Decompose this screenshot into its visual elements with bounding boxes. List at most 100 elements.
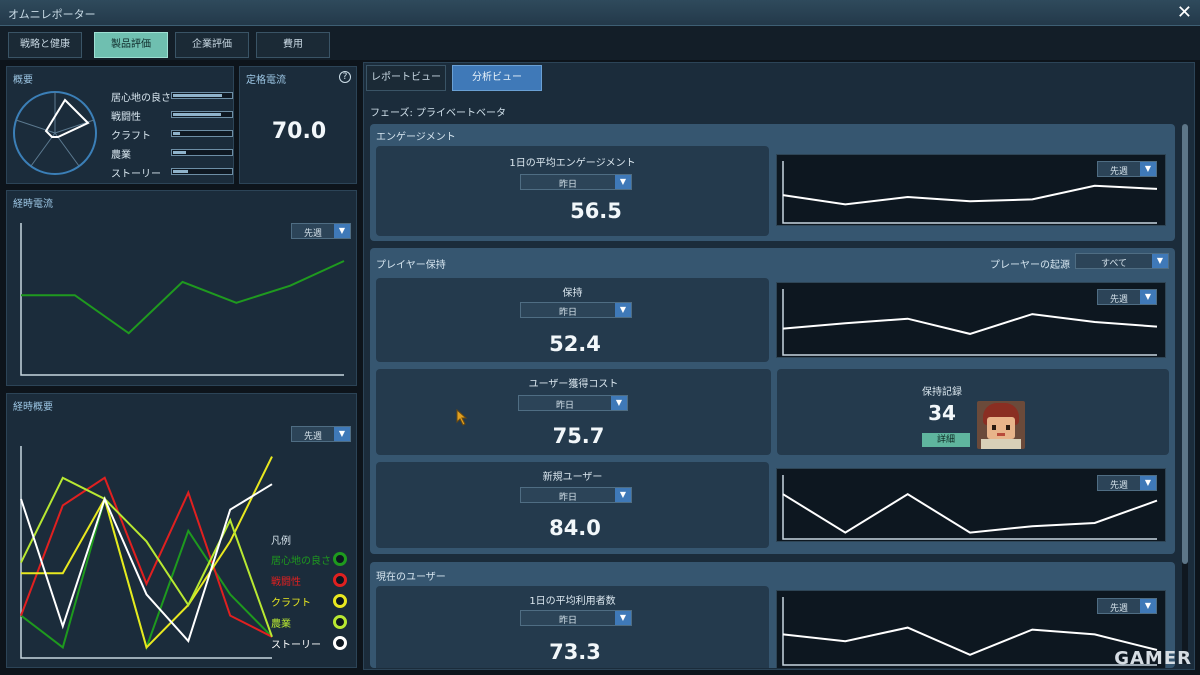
legend-marker-icon bbox=[333, 636, 347, 650]
retention-chart-svg bbox=[782, 289, 1158, 356]
new-users-chart-period-dropdown[interactable]: 先週 ▼ bbox=[1097, 475, 1157, 491]
dropdown-value: 先週 bbox=[1109, 481, 1128, 491]
chevron-down-icon: ▼ bbox=[615, 488, 631, 502]
rating-value: 70.0 bbox=[271, 119, 327, 144]
retention-metric-card: 保持 昨日 ▼ 52.4 bbox=[376, 278, 769, 362]
help-icon[interactable]: ? bbox=[339, 71, 351, 83]
dropdown-value: 先週 bbox=[303, 229, 322, 239]
chart-axes bbox=[20, 223, 344, 376]
metric-value: 56.5 bbox=[570, 199, 622, 223]
chevron-down-icon: ▼ bbox=[615, 175, 631, 189]
rating-panel: 定格電流 ? 70.0 bbox=[239, 66, 357, 184]
trend-overview-panel: 経時概要 先週 ▼ 凡例 居心地の良さ 戦闘性 クラフト 農業 ストーリー bbox=[6, 393, 357, 668]
overview-panel: 概要 居心地の良さ 戦闘性 クラフト 農業 ストーリー bbox=[6, 66, 234, 184]
metric-label: 新規ユーザー bbox=[542, 472, 603, 483]
close-icon[interactable]: ✕ bbox=[1176, 2, 1192, 23]
metric-value: 52.4 bbox=[549, 332, 601, 356]
dropdown-value: 先週 bbox=[1109, 604, 1128, 614]
attr-fill bbox=[173, 132, 180, 135]
engagement-chart: 先週 ▼ bbox=[776, 154, 1166, 226]
new-users-period-dropdown[interactable]: 昨日 ▼ bbox=[520, 487, 632, 503]
current-users-chart-svg bbox=[782, 597, 1158, 666]
new-users-chart: 先週 ▼ bbox=[776, 468, 1166, 542]
attr-row-comfort: 居心地の良さ bbox=[111, 89, 233, 104]
trend-current-chart: 先週 ▼ bbox=[13, 213, 352, 379]
record-value: 34 bbox=[928, 401, 956, 425]
section-title: プレイヤー保持 bbox=[376, 260, 446, 271]
main-tab-bar: 戦略と健康 製品評価 企業評価 費用 bbox=[0, 26, 1200, 60]
legend-label: 居心地の良さ bbox=[271, 556, 331, 567]
series-line-0 bbox=[782, 626, 1158, 656]
attr-bar bbox=[171, 92, 233, 99]
chart-axes bbox=[782, 289, 1157, 356]
new-users-card: 新規ユーザー 昨日 ▼ 84.0 bbox=[376, 462, 769, 548]
attr-bar bbox=[171, 111, 233, 118]
current-users-chart-period-dropdown[interactable]: 先週 ▼ bbox=[1097, 598, 1157, 614]
tab-analysis-view[interactable]: 分析ビュー bbox=[452, 65, 542, 91]
attr-fill bbox=[173, 113, 221, 116]
chevron-down-icon: ▼ bbox=[1140, 162, 1156, 176]
dropdown-value: 先週 bbox=[1109, 167, 1128, 177]
metric-label: ユーザー獲得コスト bbox=[528, 379, 619, 390]
engagement-section: エンゲージメント 1日の平均エンゲージメント 昨日 ▼ 56.5 先週 ▼ bbox=[370, 124, 1175, 241]
section-title: 現在のユーザー bbox=[376, 572, 446, 583]
trend-overview-title: 経時概要 bbox=[13, 402, 53, 413]
metric-value: 75.7 bbox=[552, 424, 605, 448]
attr-fill bbox=[173, 94, 223, 97]
tab-product-rating[interactable]: 製品評価 bbox=[94, 32, 168, 58]
section-title: エンゲージメント bbox=[376, 132, 456, 143]
legend-item-comfort: 居心地の良さ bbox=[271, 552, 347, 567]
legend-label: クラフト bbox=[271, 598, 311, 609]
attr-label: 戦闘性 bbox=[111, 112, 141, 123]
series-line-2 bbox=[21, 456, 273, 650]
engagement-period-dropdown[interactable]: 昨日 ▼ bbox=[520, 174, 632, 190]
metric-label: 1日の平均エンゲージメント bbox=[509, 158, 636, 169]
dropdown-value: 昨日 bbox=[558, 180, 577, 190]
series-line-1 bbox=[20, 476, 273, 638]
retention-period-dropdown[interactable]: 昨日 ▼ bbox=[520, 302, 632, 318]
chart-axes bbox=[782, 475, 1157, 540]
attr-label: 農業 bbox=[111, 150, 131, 161]
attr-bar bbox=[171, 130, 233, 137]
retention-chart: 先週 ▼ bbox=[776, 282, 1166, 358]
current-users-period-dropdown[interactable]: 昨日 ▼ bbox=[520, 610, 632, 626]
rating-title: 定格電流 bbox=[246, 75, 286, 86]
attr-fill bbox=[173, 170, 188, 173]
scrollbar-thumb[interactable] bbox=[1182, 124, 1188, 564]
attr-label: クラフト bbox=[111, 131, 151, 142]
attr-row-story: ストーリー bbox=[111, 165, 233, 180]
legend-item-craft: クラフト bbox=[271, 594, 347, 609]
legend-label: 農業 bbox=[271, 619, 291, 630]
tab-report-view[interactable]: レポートビュー bbox=[366, 65, 446, 91]
legend-marker-icon bbox=[333, 594, 347, 608]
player-source-label: プレーヤーの起源 bbox=[990, 260, 1070, 271]
dropdown-value: 昨日 bbox=[558, 493, 577, 503]
vertical-scrollbar[interactable] bbox=[1182, 124, 1188, 664]
series-line-0 bbox=[782, 184, 1158, 206]
tab-strategy-health[interactable]: 戦略と健康 bbox=[8, 32, 82, 58]
trend-current-period-dropdown[interactable]: 先週 ▼ bbox=[291, 223, 351, 239]
chevron-down-icon: ▼ bbox=[611, 396, 627, 410]
acquisition-period-dropdown[interactable]: 昨日 ▼ bbox=[518, 395, 628, 411]
engagement-chart-period-dropdown[interactable]: 先週 ▼ bbox=[1097, 161, 1157, 177]
detail-button[interactable]: 詳細 bbox=[922, 433, 970, 447]
tab-costs[interactable]: 費用 bbox=[256, 32, 330, 58]
phase-label: フェーズ: プライベートベータ bbox=[370, 108, 507, 119]
legend-marker-icon bbox=[333, 573, 347, 587]
chevron-down-icon: ▼ bbox=[334, 427, 350, 441]
series-line-3 bbox=[20, 476, 273, 638]
legend-item-combat: 戦闘性 bbox=[271, 573, 347, 588]
engagement-chart-svg bbox=[782, 161, 1158, 224]
trend-overview-svg bbox=[20, 446, 273, 659]
legend-marker-icon bbox=[333, 552, 347, 566]
chevron-down-icon: ▼ bbox=[1152, 254, 1168, 268]
retention-record-card: 保持記録 34 詳細 bbox=[777, 369, 1169, 455]
watermark-logo: GAMER bbox=[1114, 648, 1192, 669]
retention-chart-period-dropdown[interactable]: 先週 ▼ bbox=[1097, 289, 1157, 305]
current-users-chart: 先週 ▼ bbox=[776, 590, 1166, 668]
tab-company-rating[interactable]: 企業評価 bbox=[175, 32, 249, 58]
retention-section: プレイヤー保持 プレーヤーの起源 すべて ▼ 保持 昨日 ▼ 52.4 先週 ▼… bbox=[370, 248, 1175, 554]
attr-fill bbox=[173, 151, 186, 154]
trend-overview-period-dropdown[interactable]: 先週 ▼ bbox=[291, 426, 351, 442]
player-source-dropdown[interactable]: すべて ▼ bbox=[1075, 253, 1169, 269]
